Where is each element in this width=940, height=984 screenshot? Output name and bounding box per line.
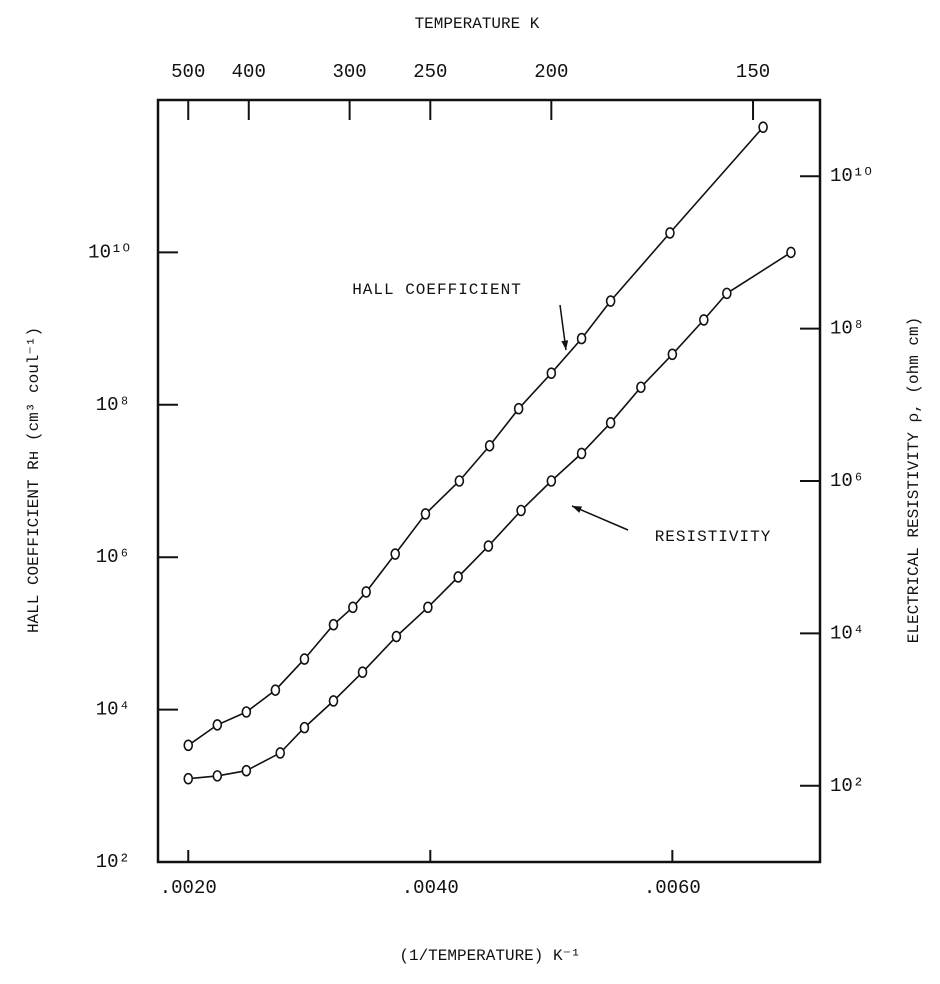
y-tick-label: 10⁸ xyxy=(96,394,130,416)
x2-tick-label: 400 xyxy=(232,61,266,83)
data-point xyxy=(242,707,250,717)
data-point xyxy=(359,667,367,677)
y-axis-title: HALL COEFFICIENT Rʜ (cm³ coul⁻¹) xyxy=(25,327,43,633)
data-point xyxy=(723,288,731,298)
y2-axis-title: ELECTRICAL RESISTIVITY ρ, (ohm cm) xyxy=(905,317,923,643)
series-line xyxy=(188,252,791,778)
data-point xyxy=(276,748,284,758)
x2-tick-label: 200 xyxy=(534,61,568,83)
x2-tick-label: 250 xyxy=(413,61,447,83)
y-tick-label: 10¹⁰ xyxy=(88,241,130,263)
data-point xyxy=(666,228,674,238)
annotation-arrowhead xyxy=(561,340,568,350)
y2-tick-label: 10¹⁰ xyxy=(830,165,872,187)
data-point xyxy=(213,771,221,781)
data-point xyxy=(578,448,586,458)
data-point xyxy=(329,696,337,706)
data-point xyxy=(637,382,645,392)
data-point xyxy=(362,587,370,597)
series-label: HALL COEFFICIENT xyxy=(352,281,522,299)
data-point xyxy=(391,549,399,559)
data-point xyxy=(300,654,308,664)
data-point xyxy=(607,418,615,428)
plot-frame xyxy=(158,100,820,862)
data-point xyxy=(213,720,221,730)
data-point xyxy=(300,723,308,733)
x-tick-label: .0060 xyxy=(644,877,701,899)
data-point xyxy=(454,572,462,582)
data-point xyxy=(607,296,615,306)
x-tick-label: .0040 xyxy=(402,877,459,899)
x2-tick-label: 300 xyxy=(333,61,367,83)
data-point xyxy=(484,541,492,551)
y-tick-label: 10⁴ xyxy=(96,699,130,721)
data-point xyxy=(547,476,555,486)
y-tick-label: 10⁶ xyxy=(96,546,130,568)
y2-tick-label: 10⁸ xyxy=(830,318,864,340)
chart: TEMPERATURE K (1/TEMPERATURE) K⁻¹ HALL C… xyxy=(0,0,940,979)
x2-tick-label: 150 xyxy=(736,61,770,83)
x2-axis-title: TEMPERATURE K xyxy=(415,15,540,33)
data-point xyxy=(421,509,429,519)
data-point xyxy=(242,766,250,776)
data-point xyxy=(578,334,586,344)
data-point xyxy=(668,349,676,359)
data-point xyxy=(787,247,795,257)
series-line xyxy=(188,127,763,745)
data-point xyxy=(486,441,494,451)
data-point xyxy=(547,368,555,378)
y2-tick-label: 10⁶ xyxy=(830,470,864,492)
y2-tick-label: 10² xyxy=(830,775,864,797)
data-point xyxy=(349,602,357,612)
y-tick-label: 10² xyxy=(96,851,130,873)
x-tick-label: .0020 xyxy=(160,877,217,899)
data-point xyxy=(271,685,279,695)
data-point xyxy=(515,404,523,414)
y2-tick-label: 10⁴ xyxy=(830,622,864,644)
data-point xyxy=(424,602,432,612)
x-axis-title: (1/TEMPERATURE) K⁻¹ xyxy=(399,947,580,965)
data-point xyxy=(700,315,708,325)
data-point xyxy=(184,740,192,750)
series-label: RESISTIVITY xyxy=(655,528,772,546)
data-point xyxy=(517,506,525,516)
data-point xyxy=(455,476,463,486)
x2-tick-label: 500 xyxy=(171,61,205,83)
data-point xyxy=(184,774,192,784)
data-point xyxy=(329,620,337,630)
data-point xyxy=(759,122,767,132)
data-point xyxy=(392,632,400,642)
annotation-arrowhead xyxy=(572,506,582,513)
